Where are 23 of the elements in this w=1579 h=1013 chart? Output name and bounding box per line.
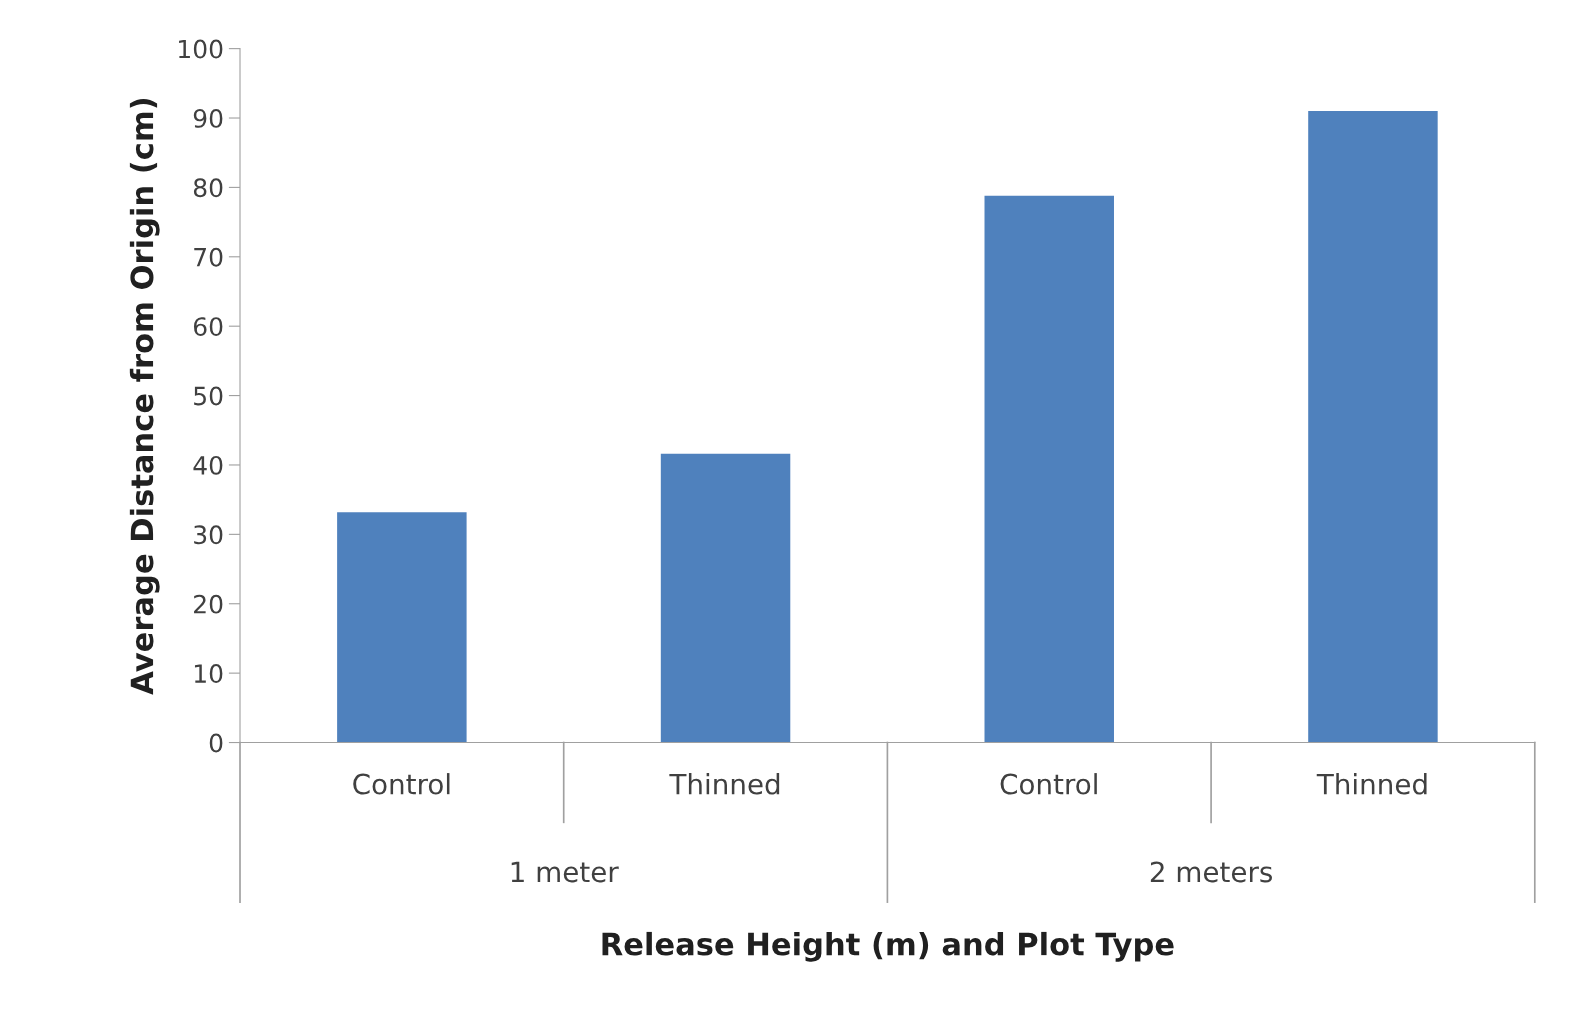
bar bbox=[660, 453, 791, 743]
text: 2 meters bbox=[1150, 861, 1272, 883]
x-tick-label: Control bbox=[1000, 773, 1097, 795]
bar bbox=[1308, 111, 1438, 743]
y-tick-label: 70 bbox=[194, 247, 223, 267]
x-tick-label: Control bbox=[353, 773, 450, 795]
x-axis-title: Release Height (m) and Plot Type bbox=[602, 931, 1174, 962]
bar bbox=[984, 195, 1114, 743]
y-tick-label: 0 bbox=[209, 733, 223, 753]
y-tick-label: 20 bbox=[194, 594, 223, 614]
y-tick-label: 30 bbox=[194, 525, 223, 545]
y-axis-title: Average Distance from Origin (cm) bbox=[129, 98, 160, 695]
y-tick-label: 80 bbox=[193, 178, 223, 198]
y-tick-label: 90 bbox=[193, 108, 223, 128]
y-tick-label: 40 bbox=[193, 455, 223, 475]
y-tick-label: 60 bbox=[193, 317, 223, 337]
text: 1 meter bbox=[511, 861, 619, 883]
bar bbox=[337, 512, 467, 743]
y-tick-label: 50 bbox=[194, 386, 223, 406]
x-tick-label: Thinned bbox=[669, 773, 780, 795]
y-tick-label: 100 bbox=[179, 39, 223, 59]
x-tick-label: Thinned bbox=[1316, 773, 1427, 795]
y-tick-label: 10 bbox=[194, 664, 223, 683]
